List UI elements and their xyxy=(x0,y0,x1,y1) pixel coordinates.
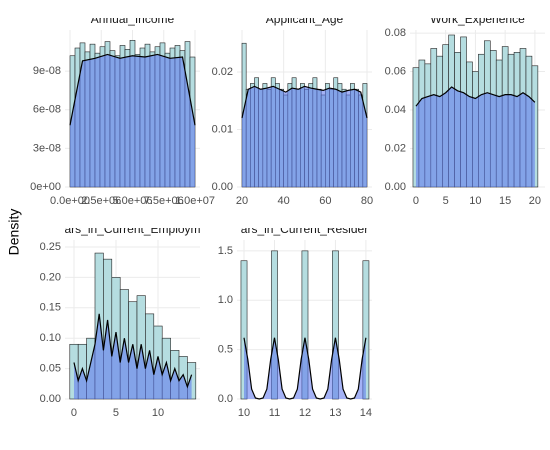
panel-title: Applicant_Age xyxy=(266,12,344,26)
x-tick-label: 12 xyxy=(299,407,311,419)
density-line xyxy=(73,313,193,389)
panel-title: ars_in_Current_Employm xyxy=(64,222,200,236)
y-tick-label: 0.10 xyxy=(40,332,61,344)
y-tick-label: 0.25 xyxy=(40,241,61,253)
y-tick-label: 0.5 xyxy=(218,344,233,356)
x-tick-label: 10 xyxy=(152,407,164,419)
x-tick-label: 11 xyxy=(269,407,280,419)
density-line xyxy=(415,86,536,107)
x-tick-label: 5 xyxy=(113,407,119,419)
density-line xyxy=(243,337,367,400)
y-tick-label: 0.00 xyxy=(40,393,61,405)
x-tick-label: 5.0e+06 xyxy=(112,195,152,207)
x-tick-label: 20 xyxy=(529,195,541,207)
x-tick-label: 2.5e+06 xyxy=(81,195,121,207)
x-tick-label: 0 xyxy=(413,195,419,207)
y-tick-label: 3e-08 xyxy=(33,142,61,154)
x-tick-label: 40 xyxy=(278,195,290,207)
y-tick-label: 0.02 xyxy=(212,66,233,78)
density-area xyxy=(70,54,195,187)
x-tick-label: 60 xyxy=(319,195,331,207)
y-tick-label: 0.20 xyxy=(40,271,61,283)
y-tick-label: 0.00 xyxy=(385,181,406,193)
y-tick-label: 0.08 xyxy=(385,27,406,39)
y-tick-label: 0.04 xyxy=(385,104,406,116)
y-tick-label: 0.0 xyxy=(218,393,233,405)
density-area xyxy=(415,86,535,187)
x-tick-label: 80 xyxy=(361,195,373,207)
density-line xyxy=(69,53,196,126)
y-tick-label: 0.06 xyxy=(385,65,406,77)
x-tick-label: 13 xyxy=(329,407,341,419)
y-axis-label: Density xyxy=(6,209,22,256)
y-tick-label: 0.01 xyxy=(212,123,233,135)
x-tick-label: 15 xyxy=(499,195,511,207)
y-tick-label: 0.05 xyxy=(40,363,61,375)
x-tick-label: 0 xyxy=(71,407,77,419)
x-tick-label: 10 xyxy=(238,407,250,419)
density-area xyxy=(242,86,367,187)
x-tick-label: 0.0e+00 xyxy=(50,195,90,207)
x-tick-label: 14 xyxy=(360,407,372,419)
x-tick-label: 1.0e+07 xyxy=(175,195,215,207)
density-line xyxy=(241,85,368,119)
y-tick-label: 1.5 xyxy=(218,245,233,257)
y-tick-label: 9e-08 xyxy=(33,65,61,77)
y-tick-label: 0.02 xyxy=(385,142,406,154)
density-area xyxy=(73,313,192,399)
panel-title: Work_Experience xyxy=(430,12,525,26)
y-tick-label: 6e-08 xyxy=(33,104,61,116)
y-tick-label: 1.0 xyxy=(218,294,233,306)
x-tick-label: 10 xyxy=(469,195,481,207)
x-tick-label: 7.5e+06 xyxy=(144,195,184,207)
panel-title: ars_in_Current_Resider xyxy=(241,222,368,236)
y-tick-label: 0e+00 xyxy=(30,181,61,193)
x-tick-label: 5 xyxy=(443,195,449,207)
y-tick-label: 0.00 xyxy=(212,181,233,193)
panel-title: Annual_Income xyxy=(91,12,175,26)
x-tick-label: 20 xyxy=(236,195,248,207)
y-tick-label: 0.15 xyxy=(40,302,61,314)
density-area xyxy=(244,337,366,399)
